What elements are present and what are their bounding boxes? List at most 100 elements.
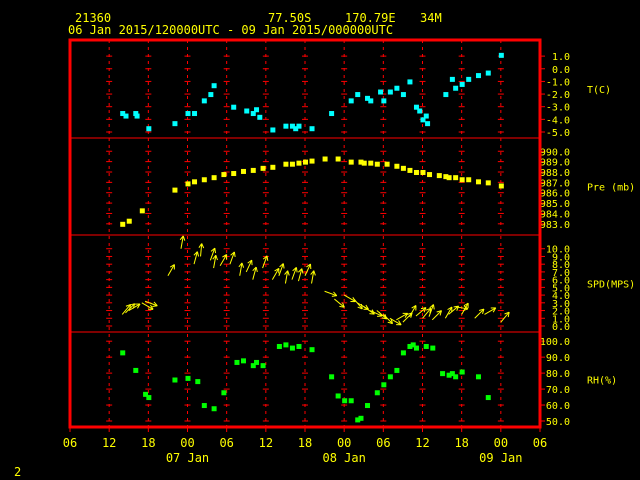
data-point-temperature <box>289 123 295 129</box>
wind-arrow <box>415 307 427 317</box>
data-point-pressure <box>475 179 481 185</box>
data-point-temperature <box>485 70 491 76</box>
wind-arrow-shaft <box>297 268 303 282</box>
data-point-pressure <box>201 177 207 183</box>
wind-arrow-head <box>153 301 158 307</box>
data-point-temperature <box>400 92 406 98</box>
x-tick-label: 06 <box>63 436 77 450</box>
wind-arrow-head <box>398 320 402 326</box>
data-point-temperature <box>185 111 191 117</box>
data-point-temperature <box>355 92 361 98</box>
wind-arrow-shaft <box>125 303 136 314</box>
data-point-rh <box>120 350 126 356</box>
wind-arrow-shaft <box>304 263 311 276</box>
wind-arrow <box>297 268 304 282</box>
y-tick-label: 989.0 <box>540 158 570 169</box>
data-point-temperature <box>244 108 250 114</box>
wind-arrow <box>500 311 510 323</box>
data-point-pressure <box>192 179 198 185</box>
x-tick-label: 18 <box>454 436 468 450</box>
wind-arrow-head <box>210 247 216 252</box>
data-point-rh <box>254 359 260 365</box>
y-tick-label: 1.0 <box>552 314 570 325</box>
wind-arrow-shaft <box>213 255 217 269</box>
wind-arrow-shaft <box>239 262 243 276</box>
y-tick-label: 0.0 <box>552 65 570 76</box>
data-point-pressure <box>413 169 419 175</box>
data-point-temperature <box>211 83 217 89</box>
y-tick-label: 986.0 <box>540 189 570 200</box>
wind-arrow <box>179 235 186 249</box>
data-point-temperature <box>420 117 426 123</box>
wind-arrow <box>209 247 217 261</box>
y-tick-label: 985.0 <box>540 199 570 210</box>
data-point-pressure <box>270 164 276 170</box>
data-point-rh <box>309 347 315 353</box>
data-point-pressure <box>466 177 472 183</box>
grid-layer <box>70 40 540 427</box>
panel-label-rh: RH(%) <box>587 376 617 387</box>
data-point-temperature <box>378 89 384 95</box>
data-point-pressure <box>436 173 442 179</box>
wind-arrow <box>229 251 236 265</box>
wind-arrow-head <box>429 308 432 314</box>
wind-arrow-head <box>247 259 253 264</box>
wind-arrow-head <box>310 270 315 275</box>
data-point-rh <box>133 367 139 373</box>
wind-arrow-shaft <box>353 298 363 310</box>
wind-arrow-head <box>313 270 316 276</box>
data-point-rh <box>381 382 387 388</box>
x-tick-label: 18 <box>141 436 155 450</box>
wind-arrow-head <box>342 302 345 308</box>
y-tick-label: 80.0 <box>546 369 570 380</box>
data-point-temperature <box>413 104 419 110</box>
wind-arrow-shaft <box>334 298 345 308</box>
wind-arrow-head <box>439 310 442 316</box>
data-point-pressure <box>427 172 433 178</box>
data-point-rh <box>387 374 393 380</box>
wind-arrow-shaft <box>455 306 469 310</box>
data-point-temperature <box>123 113 129 119</box>
y-tick-label: 70.0 <box>546 385 570 396</box>
wind-arrow-head <box>241 262 245 268</box>
data-point-rh <box>358 415 364 421</box>
wind-arrow-head <box>381 317 387 320</box>
data-point-pressure <box>453 175 459 181</box>
x-tick-label: 12 <box>102 436 116 450</box>
data-point-temperature <box>133 111 139 117</box>
wind-arrow-shaft <box>291 267 297 280</box>
data-point-pressure <box>459 177 465 183</box>
x-tick-label: 06 <box>376 436 390 450</box>
wind-arrow-shaft <box>284 270 289 284</box>
wind-arrow-head <box>411 305 417 309</box>
data-point-rh <box>400 350 406 356</box>
wind-arrow-head <box>212 254 217 260</box>
wind-arrow-head <box>306 263 311 268</box>
data-point-temperature <box>407 79 413 85</box>
panel-label-wind: SPD(MPS) <box>587 280 635 291</box>
data-point-rh <box>250 363 256 369</box>
wind-arrow-shaft <box>382 314 393 324</box>
x-tick-label: 12 <box>259 436 273 450</box>
wind-arrow-head <box>201 243 205 249</box>
wind-arrow-head <box>233 251 236 257</box>
data-point-temperature <box>172 121 178 127</box>
data-point-pressure <box>394 163 400 169</box>
data-point-temperature <box>425 121 431 127</box>
data-point-temperature <box>443 92 449 98</box>
data-point-pressure <box>120 221 126 227</box>
data-point-pressure <box>296 160 302 166</box>
data-point-pressure <box>374 161 380 167</box>
y-tick-label: 10.0 <box>546 245 570 256</box>
data-point-temperature <box>254 107 260 113</box>
wind-arrow <box>212 254 218 269</box>
wind-arrow-shaft <box>200 243 203 257</box>
data-point-rh <box>296 343 302 349</box>
data-point-pressure <box>322 156 328 162</box>
wind-arrow <box>219 254 228 266</box>
data-point-pressure <box>384 161 390 167</box>
data-point-pressure <box>361 160 367 166</box>
wind-arrow-head <box>333 291 338 297</box>
